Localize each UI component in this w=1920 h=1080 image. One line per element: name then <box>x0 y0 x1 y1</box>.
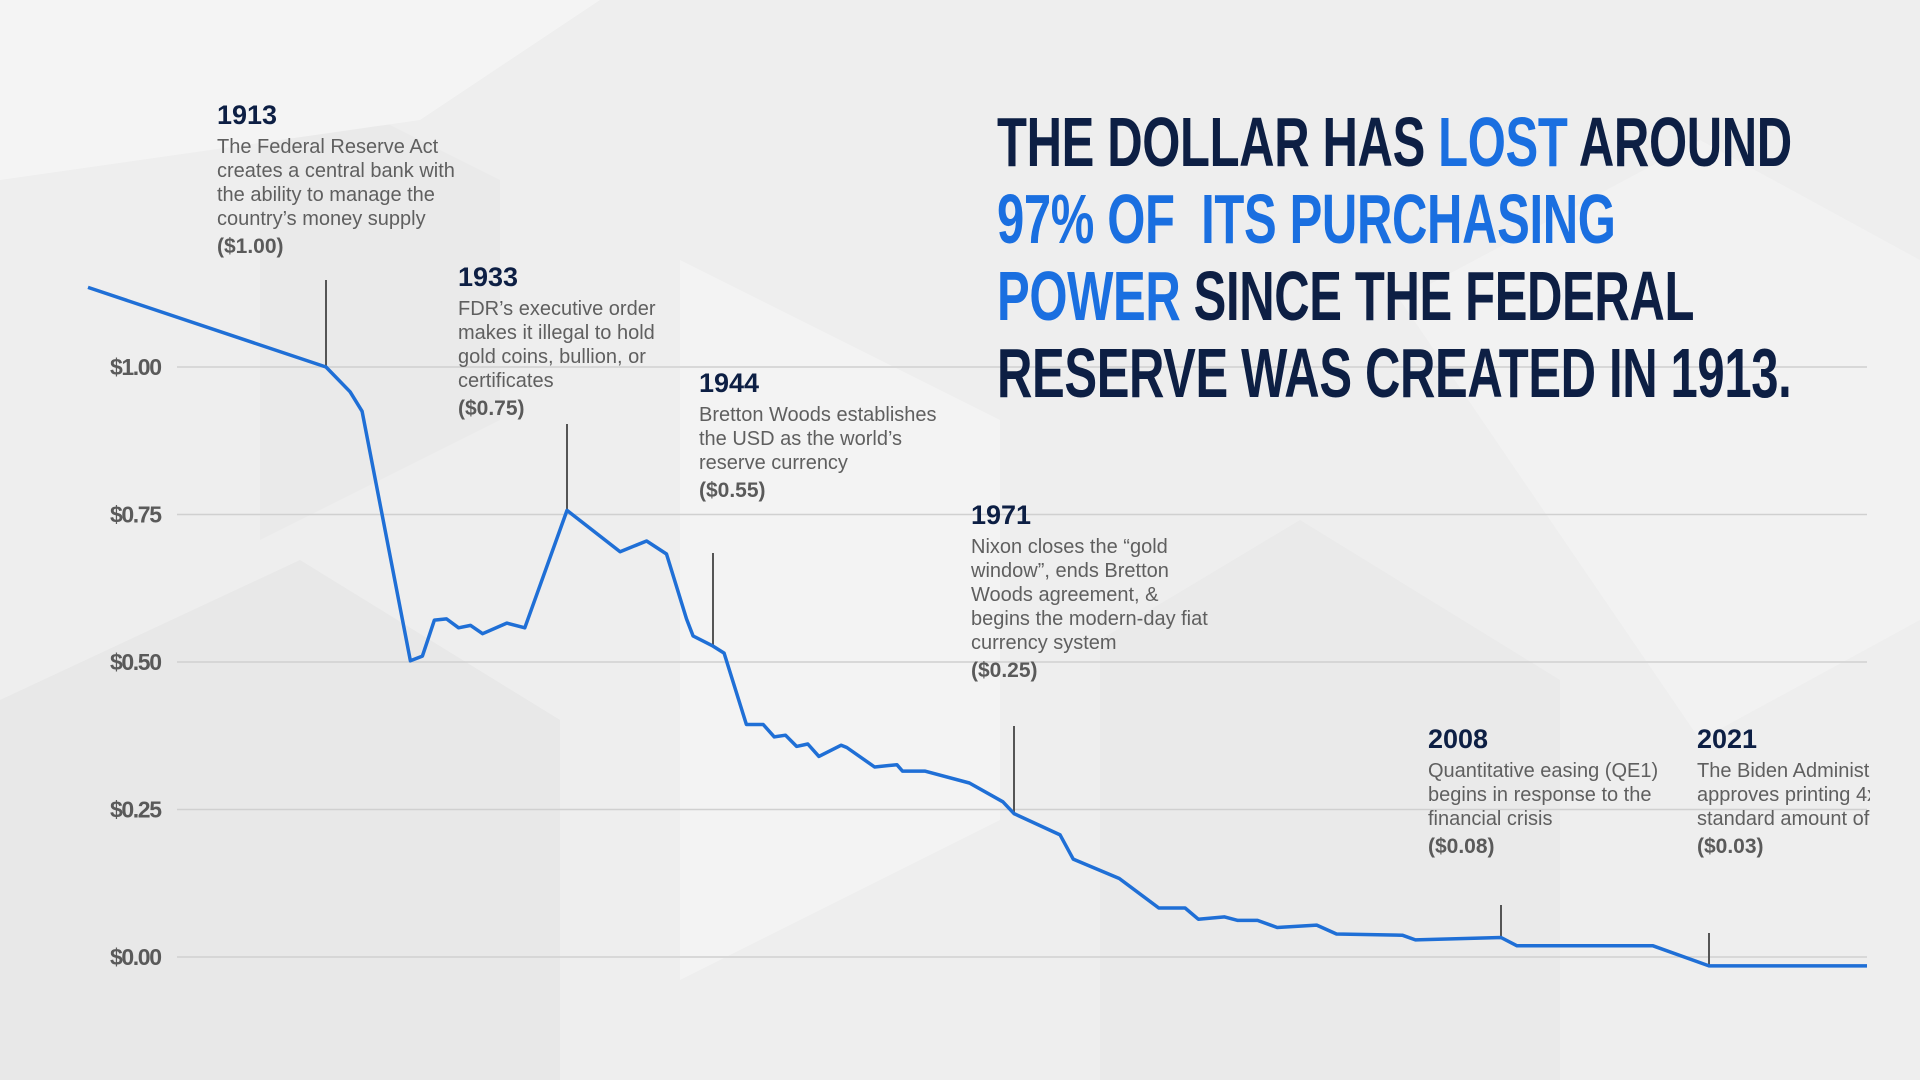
annotation-1971: 1971 Nixon closes the “gold window”, ends… <box>971 500 1211 683</box>
annotation-text: The Biden Administration approves printi… <box>1697 760 1870 830</box>
series-line <box>87 285 1867 968</box>
annotation-year: 2008 <box>1428 724 1489 754</box>
annotation-1913: 1913 The Federal Reserve Act creates a ce… <box>217 100 457 259</box>
annotation-year: 1971 <box>971 500 1032 530</box>
headline-line: THE DOLLAR HAS LOST AROUND <box>997 104 1792 181</box>
annotation-text: FDR’s executive order makes it illegal t… <box>458 298 656 392</box>
annotation-year: 1933 <box>458 262 519 292</box>
y-tick-label: $0.50 <box>110 649 162 675</box>
annotation-1944: 1944 Bretton Woods establishes the USD as… <box>699 368 939 503</box>
annotation-year: 1944 <box>699 368 760 398</box>
annotations-layer: 1913 The Federal Reserve Act creates a ce… <box>217 100 1870 859</box>
annotation-value: ($1.00) <box>217 235 284 258</box>
annotation-value: ($0.75) <box>458 397 525 420</box>
y-tick-label: $1.00 <box>110 354 162 380</box>
annotation-year: 1913 <box>217 100 278 130</box>
annotation-value: ($0.03) <box>1697 835 1764 858</box>
y-tick-label: $0.25 <box>110 797 162 823</box>
annotation-text: Bretton Woods establishes the USD as the… <box>699 404 937 474</box>
headline-text: SINCE THE FEDERAL <box>1180 257 1695 335</box>
annotation-text: The Federal Reserve Act creates a centra… <box>217 136 455 230</box>
annotation-text: Quantitative easing (QE1) begins in resp… <box>1428 760 1659 830</box>
annotation-value: ($0.08) <box>1428 835 1495 858</box>
headline-highlight: 97% OF ITS PURCHASING <box>997 180 1616 258</box>
annotation-value: ($0.55) <box>699 479 766 502</box>
headline: THE DOLLAR HAS LOST AROUND 97% OF ITS PUR… <box>997 104 1792 412</box>
annotation-value: ($0.25) <box>971 659 1038 682</box>
annotation-year: 2021 <box>1697 724 1758 754</box>
y-tick-label: $0.75 <box>110 502 162 528</box>
headline-highlight: POWER <box>997 257 1181 335</box>
headline-line: POWER SINCE THE FEDERAL <box>997 258 1792 335</box>
y-tick-label: $0.00 <box>110 944 162 970</box>
headline-text: RESERVE WAS CREATED IN 1913. <box>997 334 1792 412</box>
headline-line: RESERVE WAS CREATED IN 1913. <box>997 335 1792 412</box>
annotation-2021: 2021 The Biden Administration approves pr… <box>1697 724 1870 859</box>
headline-line: 97% OF ITS PURCHASING <box>997 181 1792 258</box>
annotation-2008: 2008 Quantitative easing (QE1) begins in … <box>1428 724 1668 859</box>
annotation-text: Nixon closes the “gold window”, ends Bre… <box>971 536 1208 654</box>
headline-highlight: LOST <box>1438 103 1568 181</box>
headline-text: THE DOLLAR HAS <box>997 103 1439 181</box>
headline-text: AROUND <box>1567 103 1792 181</box>
annotation-1933: 1933 FDR’s executive order makes it illeg… <box>458 262 698 421</box>
